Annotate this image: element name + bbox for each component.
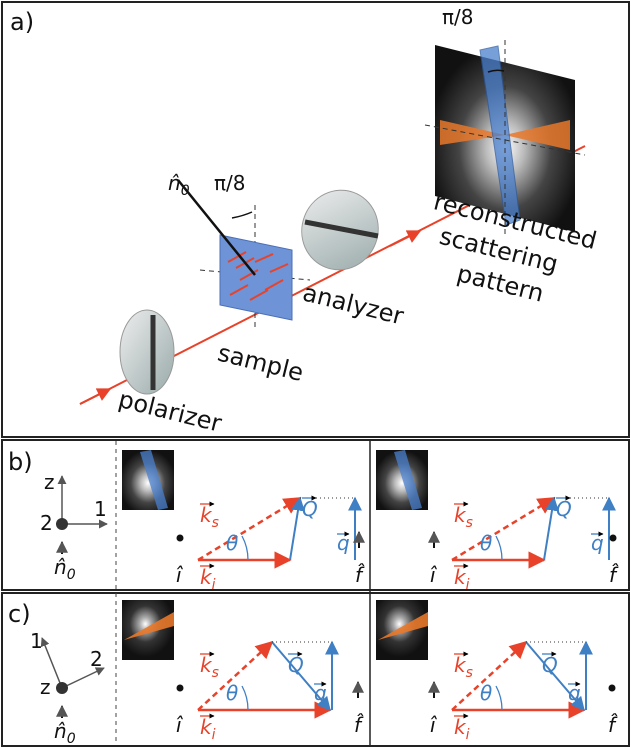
axis-label: 2 xyxy=(90,647,103,671)
f-label: f̂ xyxy=(608,713,618,737)
panel-a: a) π/8 π/8 n̂0 reconstructed scattering … xyxy=(10,5,599,515)
Q-label: Q xyxy=(302,497,318,521)
Q-label: Q xyxy=(556,497,572,521)
theta-label: θ xyxy=(480,531,492,555)
axis-label: z xyxy=(40,675,51,699)
theta-label: θ xyxy=(226,531,238,555)
dot-marker xyxy=(610,535,617,542)
k-i-label: ki xyxy=(454,565,470,593)
k-i-label-sub: i xyxy=(466,577,470,593)
axis-label: 1 xyxy=(94,497,107,521)
normal-label-base: n̂ xyxy=(54,719,67,743)
Q-label: Q xyxy=(288,653,304,677)
f-label: f̂ xyxy=(354,713,364,737)
k-i-label: ki xyxy=(200,565,216,593)
k-i-label: ki xyxy=(454,715,470,743)
k-s-label-sub: s xyxy=(212,665,219,681)
k-s-label-sub: s xyxy=(466,515,473,531)
dot-marker xyxy=(177,685,184,692)
Q-vector xyxy=(544,498,554,560)
theta-label: θ xyxy=(480,681,492,705)
axis-label: z xyxy=(44,470,55,494)
i-label: î xyxy=(430,563,438,587)
panel-label: a) xyxy=(10,8,34,36)
k-s-label: ks xyxy=(200,653,219,681)
f-label: f̂ xyxy=(355,563,365,587)
Q-vector xyxy=(290,498,300,560)
k-i-label: ki xyxy=(200,715,216,743)
axis xyxy=(62,668,104,688)
panel-label: b) xyxy=(8,448,33,476)
dot-marker xyxy=(609,685,616,692)
i-label: î xyxy=(176,713,184,737)
page: a) π/8 π/8 n̂0 reconstructed scattering … xyxy=(0,0,631,749)
axis-origin xyxy=(56,518,68,530)
beam-arrow xyxy=(390,231,420,246)
k-s-label: ks xyxy=(454,503,473,531)
polarizer-disc xyxy=(120,310,174,394)
angle-arc xyxy=(232,212,252,218)
normal-label-sub: 0 xyxy=(67,731,76,747)
k-s-label: ks xyxy=(200,503,219,531)
axis-origin xyxy=(56,682,68,694)
theta-arc xyxy=(242,686,248,710)
axis-label: 2 xyxy=(40,511,53,535)
theta-arc xyxy=(496,536,502,560)
beam-arrow xyxy=(80,389,110,404)
analyzer-label: analyzer xyxy=(300,278,407,330)
normal-label: n̂0 xyxy=(54,719,76,747)
sample-slab xyxy=(220,235,292,320)
theta-label: θ xyxy=(226,681,238,705)
theta-arc xyxy=(242,536,248,560)
k-i-label-sub: i xyxy=(212,727,216,743)
normal-label-sub: 0 xyxy=(67,567,76,583)
i-label: î xyxy=(176,563,184,587)
figure: a) π/8 π/8 n̂0 reconstructed scattering … xyxy=(0,0,631,749)
polarizer-label: polarizer xyxy=(116,385,225,438)
angle-label: π/8 xyxy=(442,5,474,29)
k-s-label-sub: s xyxy=(466,665,473,681)
Q-label: Q xyxy=(542,653,558,677)
axes: z 1 2n̂0 xyxy=(40,470,107,583)
axis-label: 1 xyxy=(30,629,43,653)
normal-label: n̂0 xyxy=(168,171,190,199)
f-label: f̂ xyxy=(609,563,619,587)
axes: 1 2 zn̂0 xyxy=(30,629,104,747)
normal-label: n̂0 xyxy=(54,555,76,583)
dot-marker xyxy=(177,535,184,542)
k-s-label-sub: s xyxy=(212,515,219,531)
k-s-label: ks xyxy=(454,653,473,681)
i-label: î xyxy=(430,713,438,737)
theta-arc xyxy=(496,686,502,710)
angle-label: π/8 xyxy=(214,171,246,195)
k-i-label-sub: i xyxy=(212,577,216,593)
k-i-label-sub: i xyxy=(466,727,470,743)
normal-label-base: n̂ xyxy=(54,555,67,579)
panel-label: c) xyxy=(8,600,31,628)
sample-label: sample xyxy=(215,339,306,387)
